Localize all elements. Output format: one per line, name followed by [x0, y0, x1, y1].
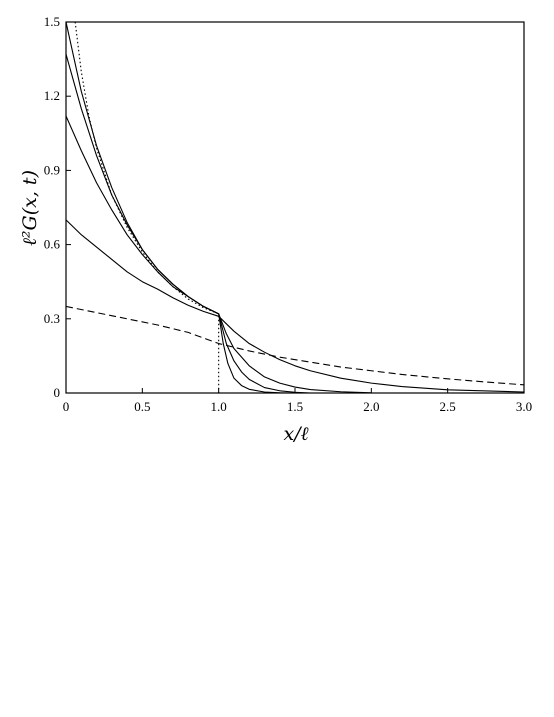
- x-tick-label-0: 0: [63, 399, 70, 414]
- chart-series-group: [65, 21, 525, 394]
- series-5-dashed-line: [65, 305, 525, 386]
- y-tick-label-1: 0.3: [44, 311, 60, 326]
- series-0-dotted-line: [74, 21, 220, 393]
- series-4-solid-line: [65, 219, 525, 393]
- x-tick-label-4: 2.0: [363, 399, 379, 414]
- x-tick-label-6: 3.0: [516, 399, 532, 414]
- x-tick-label-5: 2.5: [440, 399, 456, 414]
- x-tick-label-3: 1.5: [287, 399, 303, 414]
- x-tick-label-1: 0.5: [134, 399, 150, 414]
- x-tick-label-2: 1.0: [211, 399, 227, 414]
- y-tick-label-2: 0.6: [44, 237, 61, 252]
- series-2-solid-line: [65, 54, 311, 394]
- y-axis-label: ℓ²G(x, t): [19, 170, 41, 246]
- x-axis-label: x/ℓ: [283, 423, 308, 445]
- chart-ticks-group: 0 0.5 1.0 1.5 2.0 2.5 3.0 0 0.3 0.6 0.9 1.2 1.5: [44, 14, 532, 414]
- y-tick-label-4: 1.2: [44, 88, 60, 103]
- y-tick-label-0: 0: [54, 385, 61, 400]
- y-tick-label-5: 1.5: [44, 14, 60, 29]
- plot-frame: [65, 21, 525, 394]
- series-3-solid-line: [65, 115, 372, 394]
- series-1-solid-line: [65, 21, 296, 394]
- y-tick-label-3: 0.9: [44, 162, 60, 177]
